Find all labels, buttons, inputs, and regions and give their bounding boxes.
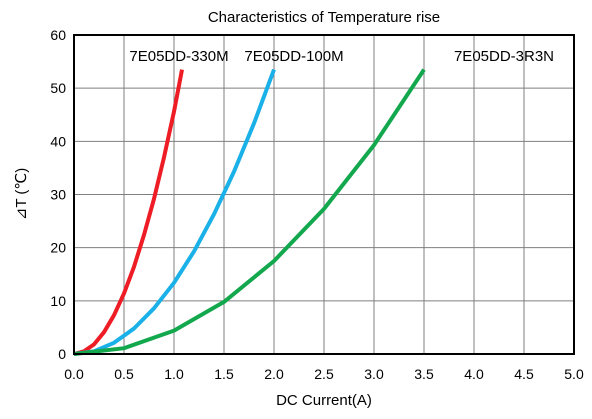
series-line-7E05DD-100M: [73, 68, 276, 356]
x-axis-title: DC Current(A): [276, 392, 372, 409]
x-tick-label: 3.5: [414, 366, 434, 382]
x-tick-label: 2.5: [314, 366, 334, 382]
grid-layer: [74, 35, 574, 354]
y-tick-label: 40: [50, 133, 66, 149]
series-label-7E05DD-100M: 7E05DD-100M: [244, 48, 343, 65]
x-tick-label: 1.0: [164, 366, 184, 382]
y-tick-label: 50: [50, 80, 66, 96]
series-line-7E05DD-3R3N: [73, 68, 426, 356]
series-label-7E05DD-3R3N: 7E05DD-3R3N: [454, 48, 554, 65]
x-tick-label: 3.0: [364, 366, 384, 382]
y-axis-title: ⊿T (℃): [13, 168, 30, 220]
tick-layer: 0.0 0.5 1.0 1.5 2.0 2.5 3.0 3.5 4.0 4.5 5.0 0 10 20 30…: [50, 27, 584, 382]
x-tick-label: 5.0: [564, 366, 584, 382]
chart-title: Characteristics of Temperature rise: [208, 9, 440, 26]
x-tick-label: 4.5: [514, 366, 534, 382]
x-tick-label: 2.0: [264, 366, 284, 382]
plot-area-frame: [73, 34, 575, 355]
y-tick-label: 30: [50, 187, 66, 203]
series-layer: [73, 68, 426, 356]
y-tick-label: 0: [58, 346, 66, 362]
x-tick-label: 1.5: [214, 366, 234, 382]
series-label-layer: 7E05DD-330M 7E05DD-100M 7E05DD-3R3N: [129, 48, 554, 65]
y-tick-label: 10: [50, 293, 66, 309]
y-tick-label: 20: [50, 240, 66, 256]
series-line-7E05DD-330M: [73, 69, 184, 356]
x-tick-label: 4.0: [464, 366, 484, 382]
x-tick-label: 0.0: [64, 366, 84, 382]
series-label-7E05DD-330M: 7E05DD-330M: [129, 48, 228, 65]
x-tick-label: 0.5: [114, 366, 134, 382]
y-tick-label: 60: [50, 27, 66, 43]
